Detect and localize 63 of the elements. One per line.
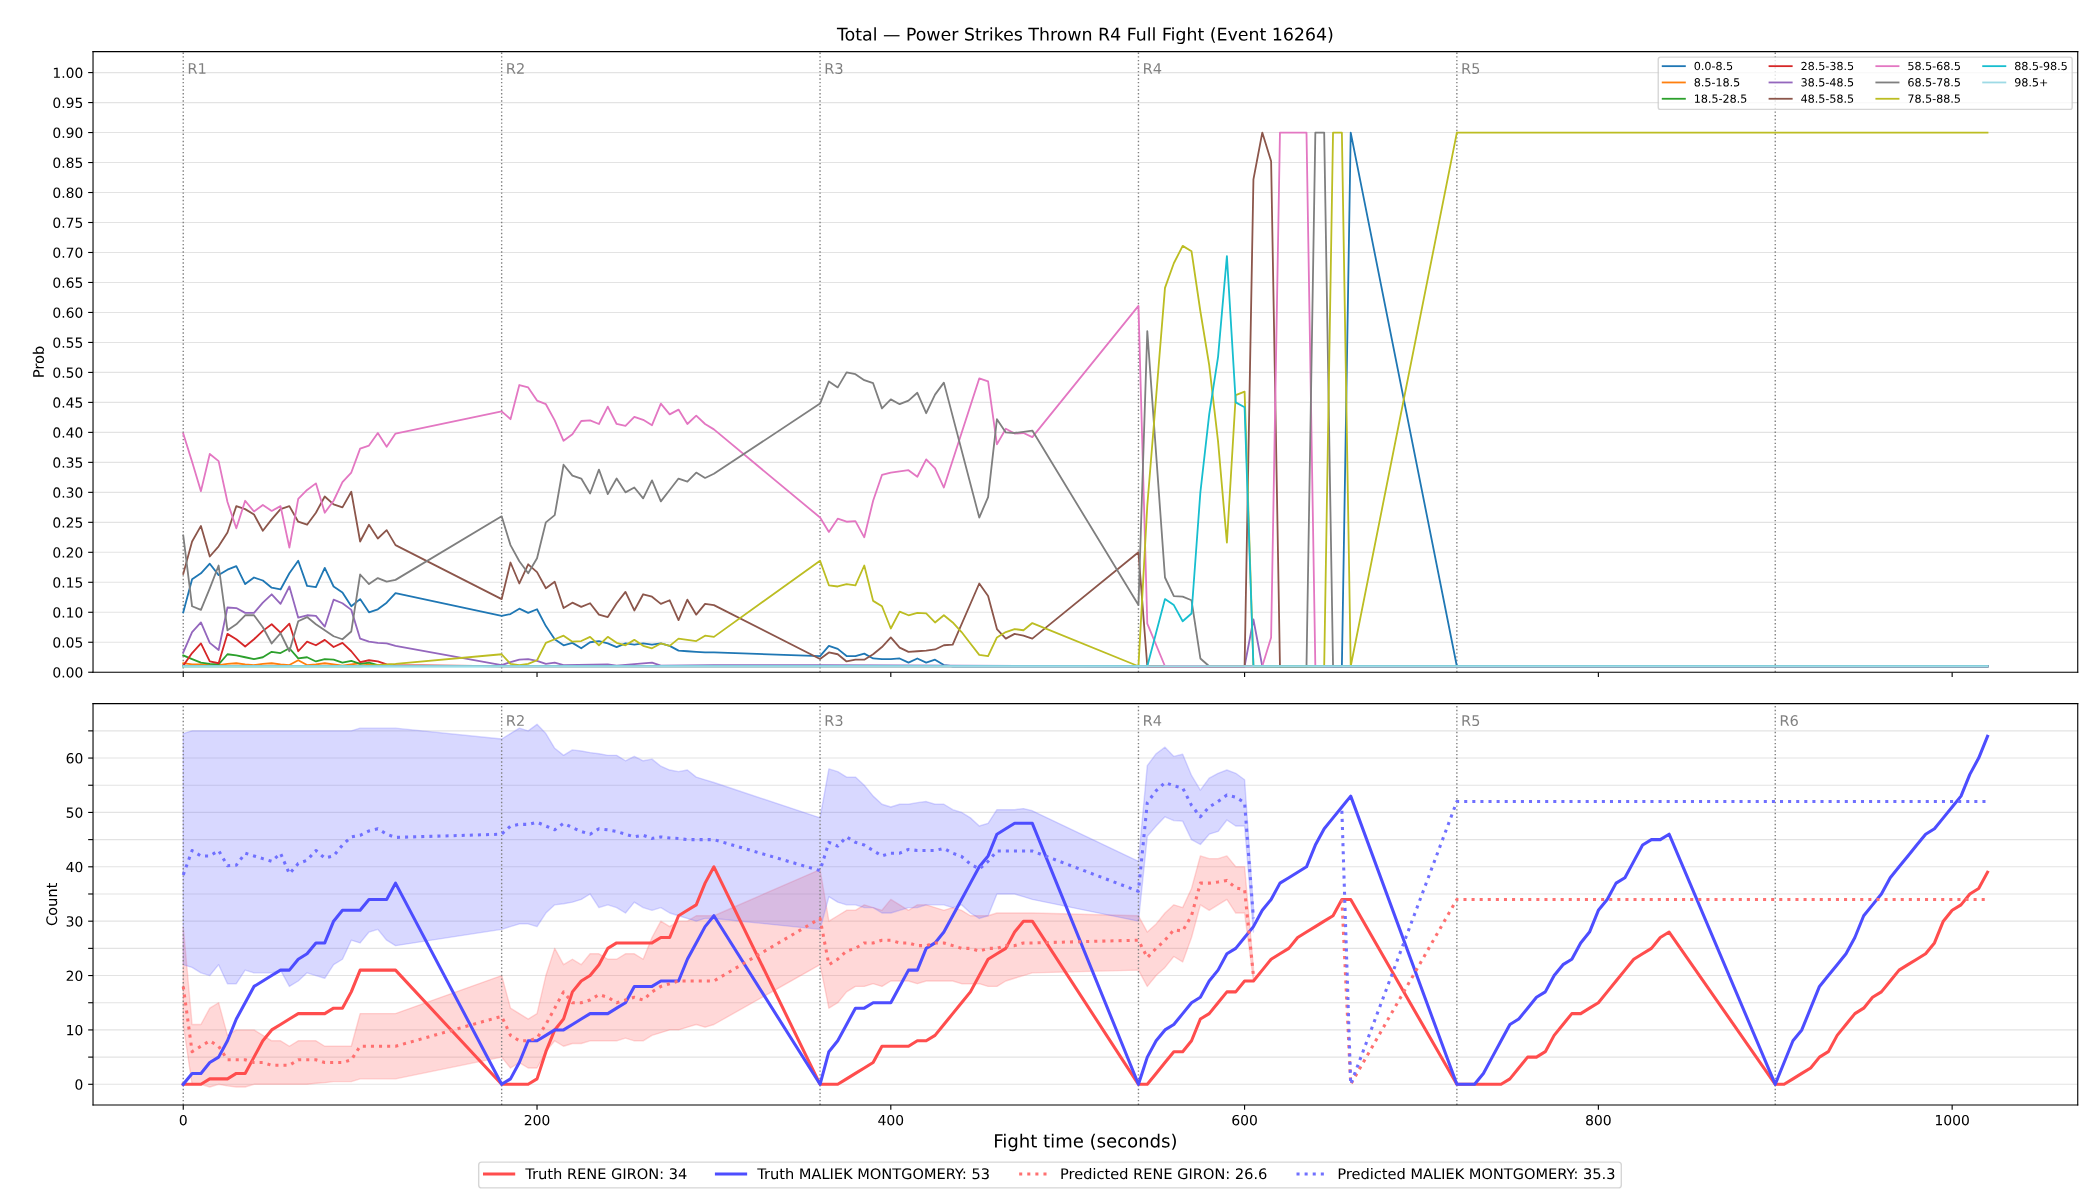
y-axis-title: Count — [46, 883, 58, 926]
y-tick-label: 20 — [66, 970, 83, 982]
legend-label: 38.5-48.5 — [1801, 78, 1854, 87]
legend-label: 18.5-28.5 — [1695, 94, 1747, 103]
x-tick-label: 600 — [1232, 1114, 1257, 1126]
y-tick-label: 0.55 — [53, 337, 83, 348]
legend-label: 88.5-98.5 — [2015, 61, 2067, 71]
y-tick-label: 0.95 — [53, 97, 83, 109]
y-tick-label: 0.70 — [53, 247, 83, 258]
legend-label: 0.0-8.5 — [1694, 61, 1733, 71]
x-tick-label: 400 — [878, 1114, 904, 1126]
y-tick-label: 0.20 — [53, 547, 83, 558]
y-tick-label: 10 — [67, 1024, 83, 1036]
y-tick-label: 0.35 — [53, 457, 83, 468]
y-tick-label: 0.50 — [53, 367, 83, 378]
ref-line-label: R2 — [507, 715, 524, 726]
y-tick-label: 0.45 — [53, 397, 83, 408]
ref-line-label: R5 — [1462, 715, 1480, 727]
legend-label: 8.5-18.5 — [1694, 78, 1740, 87]
y-tick-label: 0.15 — [53, 577, 83, 588]
y-tick-label: 0.80 — [53, 187, 83, 198]
y-tick-label: 60 — [66, 753, 83, 764]
y-tick-label: 0.85 — [53, 157, 83, 169]
legend-label: 58.5-68.5 — [1908, 61, 1960, 71]
x-tick-label: 200 — [524, 1114, 550, 1126]
y-tick-label: 0.25 — [53, 517, 83, 528]
y-tick-label: 0.10 — [53, 607, 83, 618]
y-axis-title: Prob — [32, 346, 44, 377]
legend-label: 98.5+ — [2014, 78, 2048, 87]
legend-label: 28.5-38.5 — [1801, 61, 1854, 71]
y-tick-label: 0.65 — [53, 277, 83, 288]
chart-title: Total — Power Strikes Thrown R4 Full Fight (Event 16264) — [836, 27, 1333, 45]
y-tick-label: 1.00 — [53, 67, 83, 79]
y-tick-label: 0.05 — [53, 637, 83, 648]
y-tick-label: 40 — [66, 861, 83, 873]
legend-label: 68.5-78.5 — [1908, 78, 1960, 87]
legend-label: Truth MALIEK MONTGOMERY: 53 — [757, 1167, 989, 1180]
x-tick-label: 1000 — [1936, 1114, 1969, 1126]
y-tick-label: 0.75 — [53, 217, 83, 228]
ref-line-label: R6 — [1780, 715, 1798, 727]
legend-label: 78.5-88.5 — [1908, 94, 1960, 103]
legend-label: Predicted MALIEK MONTGOMERY: 35.3 — [1338, 1167, 1615, 1180]
ref-line-label: R1 — [188, 63, 206, 74]
ref-line-label: R3 — [825, 715, 843, 727]
y-tick-label: 0.40 — [53, 427, 83, 438]
y-tick-label: 50 — [66, 807, 83, 818]
ref-line-label: R3 — [825, 62, 843, 74]
ref-line-label: R2 — [507, 62, 524, 74]
x-tick-label: 800 — [1586, 1114, 1611, 1126]
y-tick-label: 30 — [66, 916, 83, 927]
x-axis-title: Fight time (seconds) — [995, 1133, 1176, 1152]
legend-label: 48.5-58.5 — [1801, 94, 1854, 103]
ref-line-label: R4 — [1144, 63, 1162, 74]
legend-label: Predicted RENE GIRON: 26.6 — [1061, 1167, 1267, 1180]
x-tick-label: 0 — [179, 1114, 187, 1126]
y-tick-label: 0.00 — [53, 667, 83, 678]
y-tick-label: 0.60 — [53, 307, 83, 318]
legend-label: Truth RENE GIRON: 34 — [525, 1167, 687, 1180]
y-tick-label: 0 — [75, 1079, 83, 1090]
y-tick-label: 0.90 — [53, 127, 83, 139]
ref-line-label: R5 — [1462, 63, 1480, 74]
ref-line-label: R4 — [1144, 715, 1162, 726]
y-tick-label: 0.30 — [53, 487, 83, 498]
